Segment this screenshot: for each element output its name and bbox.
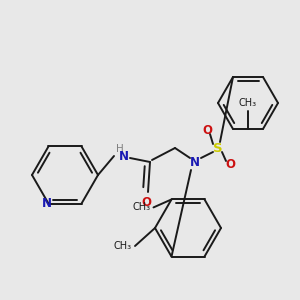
Text: H: H	[116, 144, 124, 154]
Text: O: O	[141, 196, 151, 208]
Text: N: N	[119, 149, 129, 163]
Text: S: S	[213, 142, 223, 154]
Text: O: O	[225, 158, 235, 172]
Text: CH₃: CH₃	[114, 241, 132, 251]
Text: CH₃: CH₃	[239, 98, 257, 108]
Text: N: N	[190, 155, 200, 169]
Text: O: O	[202, 124, 212, 136]
Text: N: N	[41, 197, 52, 210]
Text: CH₃: CH₃	[132, 202, 151, 212]
